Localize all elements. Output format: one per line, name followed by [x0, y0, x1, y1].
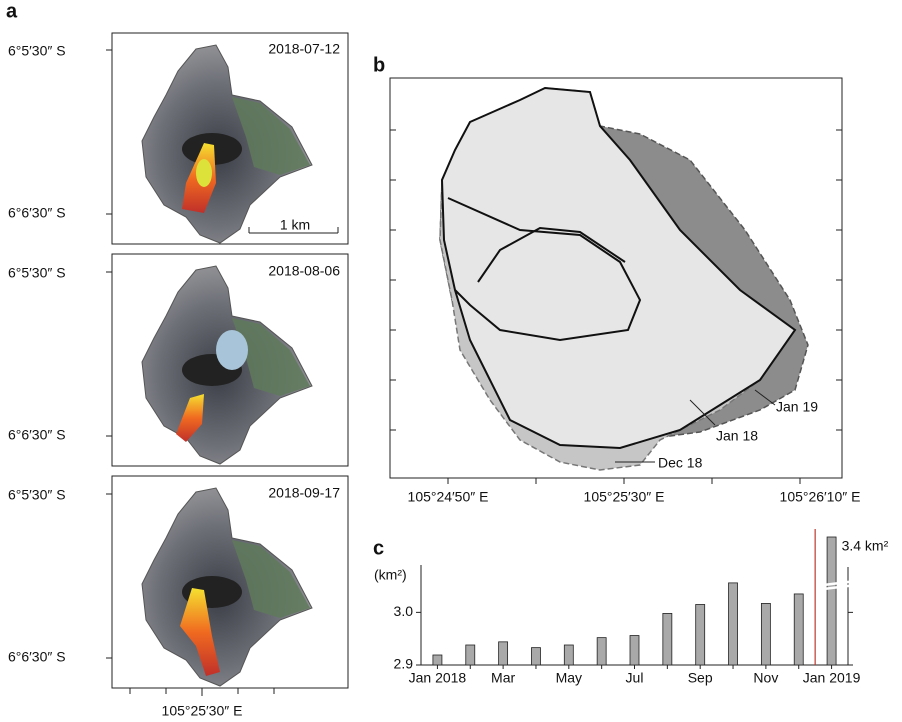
x-tick-label: Jul [626, 670, 644, 686]
x-tick-label: Jan 2019 [803, 670, 861, 686]
x-tick-label: Nov [753, 670, 778, 686]
panel-label: c [373, 537, 384, 559]
lon-label: 105°24′50″ E [408, 489, 489, 505]
bar [531, 648, 540, 665]
image-panel [112, 254, 348, 466]
image-date: 2018-08-06 [268, 263, 340, 279]
bar [564, 645, 573, 665]
map [390, 78, 842, 484]
lat-label: 6°5′30″ S [8, 43, 66, 59]
lat-label: 6°6′30″ S [8, 205, 66, 221]
bar [433, 655, 442, 665]
y-axis-label: (km²) [374, 567, 407, 583]
bar [597, 638, 606, 665]
lon-label: 105°26′10″ E [780, 489, 861, 505]
x-tick-label: May [556, 670, 582, 686]
bar [794, 594, 803, 665]
image-panel [112, 476, 348, 688]
lat-label: 6°5′30″ S [8, 265, 66, 281]
lat-label: 6°6′30″ S [8, 649, 66, 665]
x-tick-label: Sep [688, 670, 713, 686]
outline-label: Dec 18 [658, 455, 703, 471]
bar [499, 642, 508, 665]
bar [827, 537, 836, 665]
bar [729, 583, 738, 665]
bar [466, 645, 475, 665]
lon-label: 105°25′30″ E [162, 703, 243, 719]
y-tick-label: 3.0 [394, 603, 414, 619]
value-label: 3.4 km² [842, 538, 889, 554]
figure: a 1 km 2018-07-12 2018-08-06 2018-09-17 … [0, 0, 902, 722]
outline-label: Jan 18 [716, 428, 758, 444]
x-tick-label: Jan 2018 [409, 670, 467, 686]
bar [761, 603, 770, 665]
image-panel [112, 33, 348, 244]
lon-label: 105°25′30″ E [584, 489, 665, 505]
bar [696, 604, 705, 665]
lat-label: 6°5′30″ S [8, 487, 66, 503]
image-date: 2018-09-17 [268, 485, 340, 501]
image-date: 2018-07-12 [268, 41, 340, 57]
panel-label: b [373, 54, 385, 76]
outline-label: Jan 19 [776, 399, 818, 415]
lat-label: 6°6′30″ S [8, 427, 66, 443]
bar [663, 613, 672, 665]
panel-label: a [6, 0, 18, 22]
scale-bar-label: 1 km [280, 217, 310, 233]
bar [630, 636, 639, 665]
x-tick-label: Mar [491, 670, 515, 686]
